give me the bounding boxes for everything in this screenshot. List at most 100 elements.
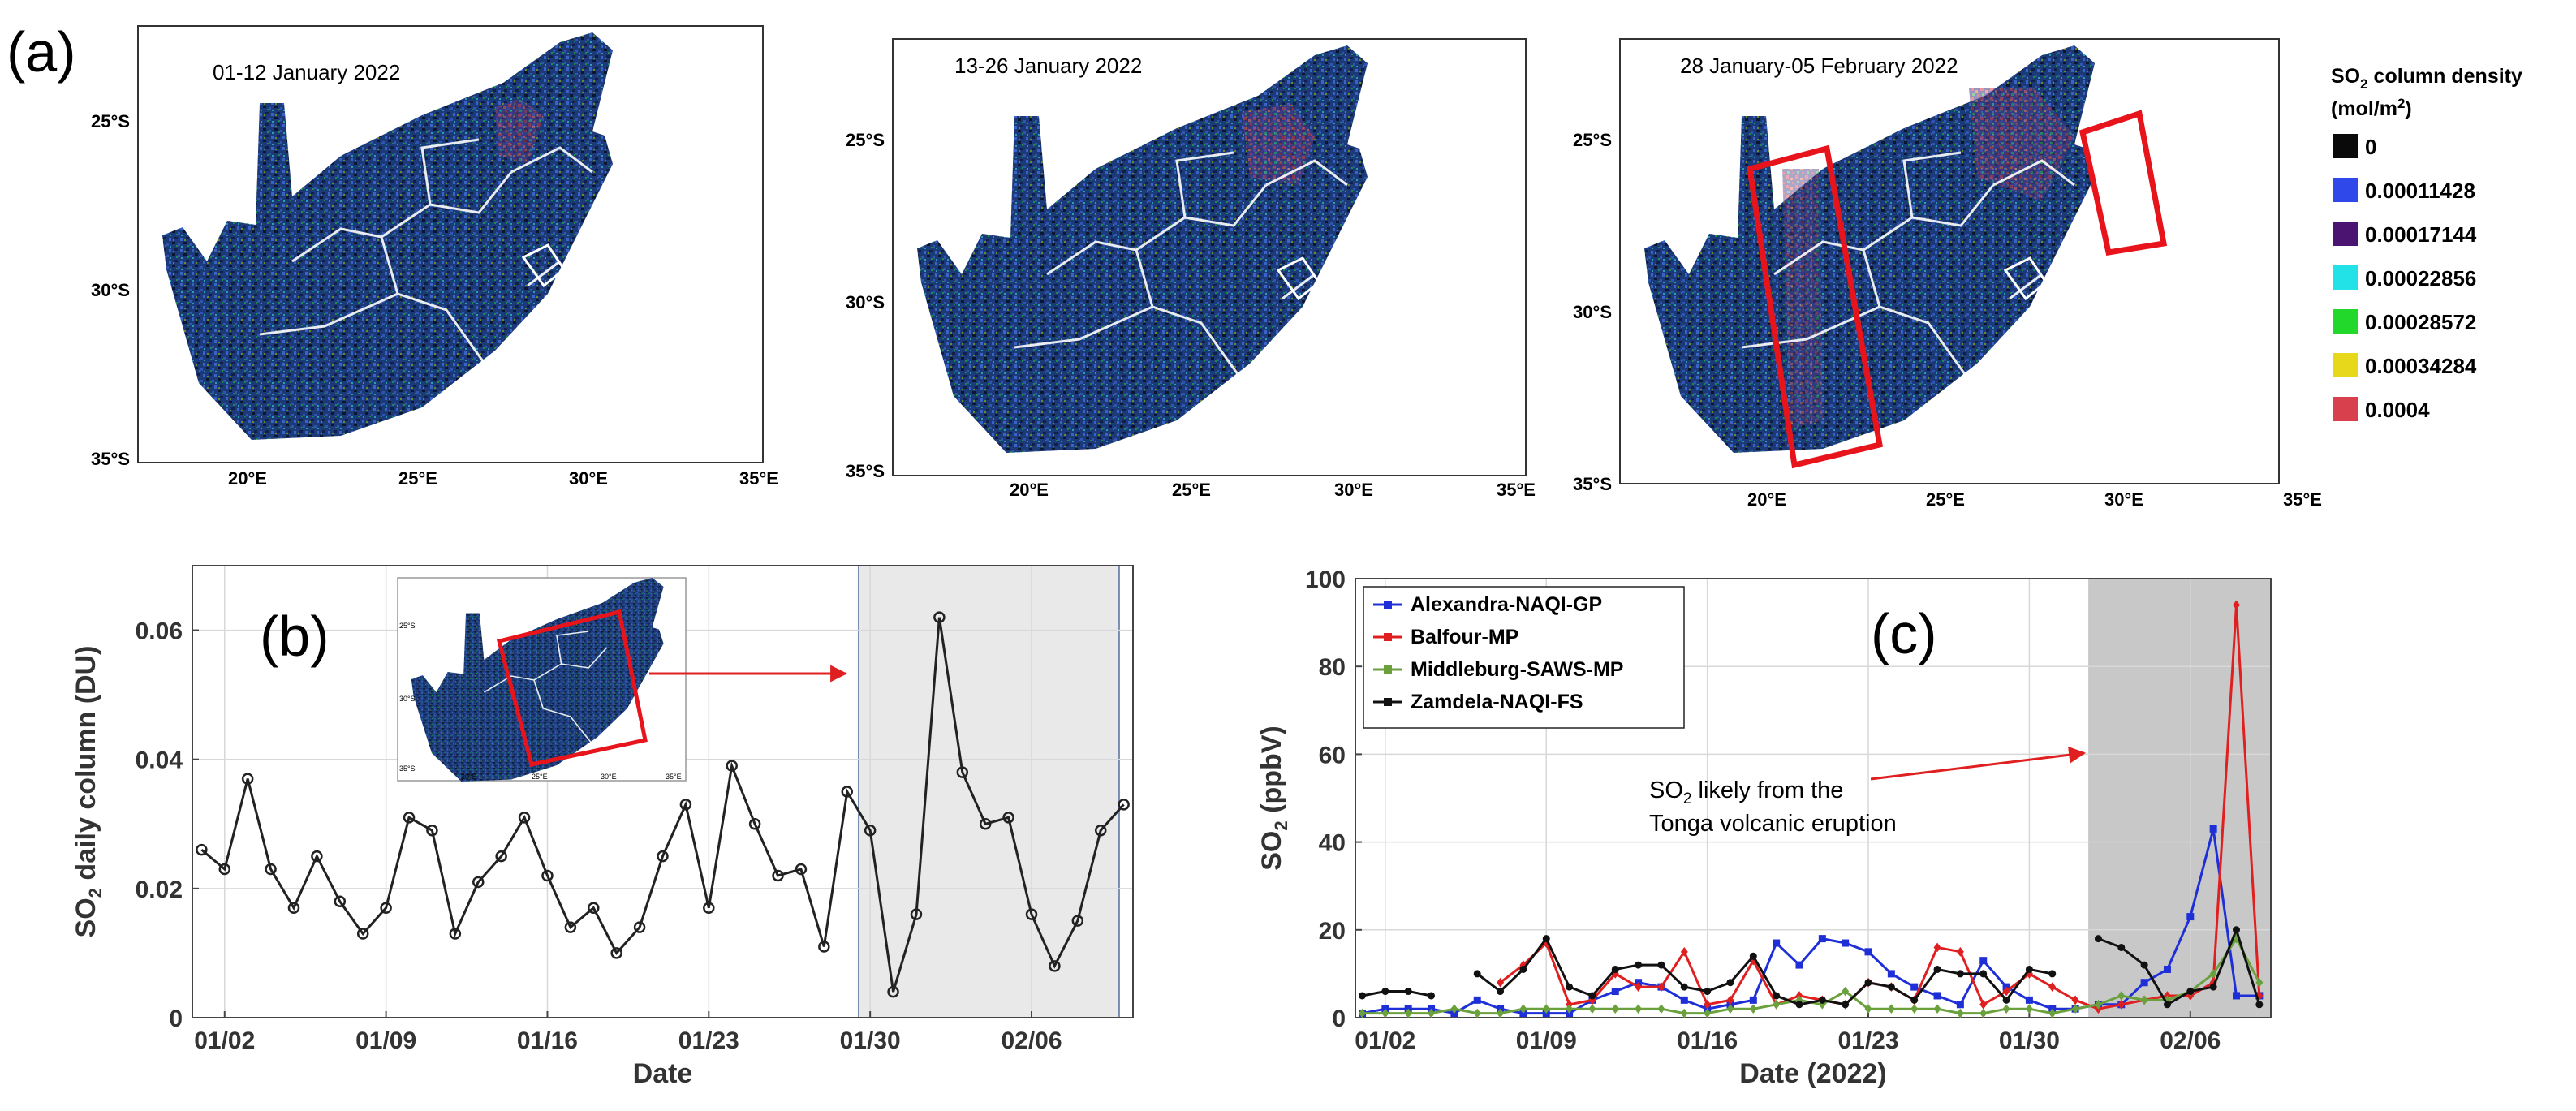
data-point — [1910, 983, 1919, 991]
data-point — [864, 824, 877, 837]
x-tick-label: 01/23 — [1837, 1027, 1898, 1054]
lat-tick: 30°S — [846, 292, 885, 312]
x-axis-label: Date (2022) — [1739, 1058, 1886, 1089]
data-point — [979, 818, 992, 830]
inset-lat-tick: 35°S — [399, 764, 416, 773]
data-point — [1773, 939, 1781, 947]
lesotho-border — [521, 243, 566, 288]
data-point — [2117, 991, 2126, 1001]
data-point — [1588, 1004, 1596, 1014]
data-point — [1979, 1008, 1988, 1018]
data-point — [2002, 1004, 2010, 1014]
panel-a: (a) 01-12 January 2022 25°S 30°S 35°S 20… — [6, 20, 2522, 510]
map-period: 13-26 January 2022 — [954, 54, 1142, 78]
data-point — [1588, 992, 1596, 1000]
data-point — [1887, 1004, 1895, 1014]
data-point — [1635, 982, 1643, 992]
data-point — [1473, 1008, 1481, 1018]
data-point — [564, 921, 577, 933]
data-point — [1611, 1004, 1619, 1014]
data-point — [1979, 999, 1988, 1010]
data-point — [588, 902, 600, 914]
lon-tick: 20°E — [228, 468, 267, 489]
data-point — [2094, 935, 2102, 943]
data-point — [1542, 938, 1550, 948]
lat-tick: 35°S — [846, 461, 885, 481]
lat-tick: 30°S — [1573, 302, 1612, 322]
data-point — [311, 850, 323, 863]
lon-tick: 30°E — [2104, 489, 2143, 510]
lat-tick: 25°S — [1573, 130, 1612, 150]
data-point — [1773, 999, 1781, 1010]
tonga-annotation-arrow — [1870, 746, 2087, 781]
tonga-annotation-line2: Tonga volcanic eruption — [1649, 811, 1897, 837]
legend-value: 0.00034284 — [2365, 354, 2477, 378]
data-point — [1933, 1004, 1941, 1014]
data-point — [2048, 1008, 2057, 1018]
so2-station-chart: 0 20 40 60 80 100 01/02 01/09 01/16 01/23 01/30 02/… — [1256, 566, 2272, 1089]
series-line — [200, 617, 1125, 993]
data-point — [2048, 970, 2057, 978]
data-point — [403, 812, 416, 824]
data-point — [356, 928, 369, 940]
data-point — [1497, 1008, 1505, 1018]
data-point — [1497, 988, 1505, 996]
x-tick-label: 01/02 — [194, 1027, 255, 1054]
data-point — [287, 902, 300, 914]
data-point — [2255, 1001, 2264, 1009]
data-point — [1497, 977, 1505, 988]
data-point — [2094, 999, 2102, 1010]
lat-tick: 35°S — [91, 449, 130, 469]
data-point — [1542, 935, 1550, 943]
data-point — [795, 863, 808, 876]
data-point — [1933, 992, 1941, 1000]
data-point — [910, 908, 923, 920]
y-tick-label: 0.06 — [136, 618, 183, 645]
data-point — [2255, 977, 2264, 988]
lon-tick: 35°E — [2283, 489, 2322, 510]
data-point — [2163, 1001, 2171, 1009]
data-point — [1657, 982, 1665, 992]
legend-value: 0.00011428 — [2365, 179, 2475, 203]
data-point — [265, 863, 277, 876]
lon-tick: 30°E — [569, 468, 608, 489]
tonga-annotation-line1: SO2 likely from the — [1649, 777, 1843, 807]
inset-map-shape — [411, 578, 664, 782]
data-point — [2163, 965, 2171, 973]
lon-tick: 25°E — [1926, 489, 1965, 510]
data-point — [1910, 1004, 1919, 1014]
data-point — [1404, 988, 1412, 996]
lon-tick: 20°E — [1747, 489, 1786, 510]
data-point — [1726, 979, 1734, 987]
legend-swatch — [2333, 397, 2358, 421]
data-point — [1611, 988, 1619, 996]
lat-tick: 30°S — [91, 280, 130, 300]
lon-tick: 25°E — [398, 468, 437, 489]
data-point — [2117, 999, 2126, 1010]
series-line — [1362, 926, 2261, 1006]
data-point — [1842, 986, 1850, 997]
panel-b-label: (b) — [260, 605, 330, 668]
data-point — [1566, 983, 1574, 991]
y-tick-label: 0.04 — [136, 747, 183, 774]
data-point — [518, 812, 531, 824]
data-point — [1887, 983, 1895, 991]
x-tick-label: 01/23 — [678, 1027, 739, 1054]
map-period: 28 January-05 February 2022 — [1680, 54, 1958, 78]
data-point — [1842, 939, 1850, 947]
legend-value: 0.00022856 — [2365, 266, 2476, 291]
province-borders — [1741, 151, 2075, 381]
chart-legend: Alexandra-NAQI-GP Balfour-MP Middleburg-SA… — [1363, 586, 1685, 729]
data-point — [1680, 947, 1688, 957]
x-tick-label: 01/09 — [355, 1027, 416, 1054]
data-point — [1428, 992, 1436, 1000]
legend-box — [1363, 586, 1685, 729]
legend-marker — [1384, 601, 1392, 609]
data-point — [1428, 1008, 1436, 1018]
data-point — [1473, 996, 1481, 1004]
data-point — [449, 928, 462, 940]
data-point — [541, 869, 554, 882]
axes-box — [1355, 578, 2272, 1018]
data-point — [1002, 812, 1014, 824]
